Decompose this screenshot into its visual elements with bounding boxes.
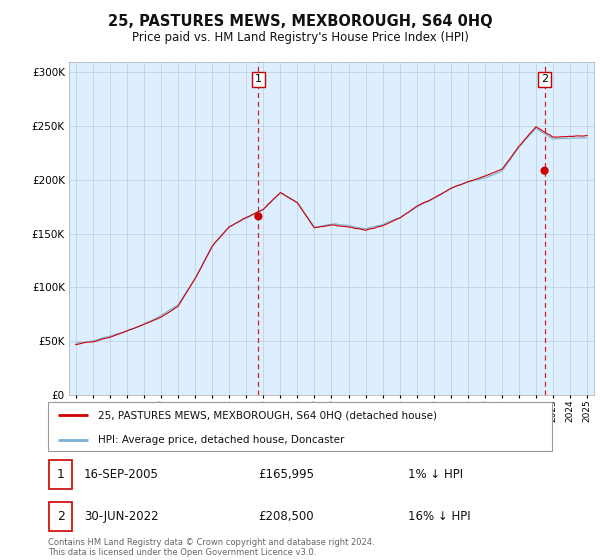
Text: 2: 2: [541, 74, 548, 85]
Text: Contains HM Land Registry data © Crown copyright and database right 2024.
This d: Contains HM Land Registry data © Crown c…: [48, 538, 374, 557]
Text: 1% ↓ HPI: 1% ↓ HPI: [408, 468, 463, 481]
Point: [540, 166, 550, 175]
Text: £208,500: £208,500: [258, 510, 314, 523]
Text: HPI: Average price, detached house, Doncaster: HPI: Average price, detached house, Donc…: [98, 435, 345, 445]
Text: 1: 1: [255, 74, 262, 85]
Text: 16-SEP-2005: 16-SEP-2005: [84, 468, 159, 481]
Text: 30-JUN-2022: 30-JUN-2022: [84, 510, 158, 523]
Text: 25, PASTURES MEWS, MEXBOROUGH, S64 0HQ (detached house): 25, PASTURES MEWS, MEXBOROUGH, S64 0HQ (…: [98, 410, 437, 421]
Text: 25, PASTURES MEWS, MEXBOROUGH, S64 0HQ: 25, PASTURES MEWS, MEXBOROUGH, S64 0HQ: [107, 14, 493, 29]
Text: 16% ↓ HPI: 16% ↓ HPI: [408, 510, 470, 523]
Text: £165,995: £165,995: [258, 468, 314, 481]
Text: 2: 2: [56, 510, 65, 523]
Text: Price paid vs. HM Land Registry's House Price Index (HPI): Price paid vs. HM Land Registry's House …: [131, 31, 469, 44]
Bar: [49, 460, 72, 489]
Text: 1: 1: [56, 468, 65, 481]
Point: [254, 212, 263, 221]
Bar: [49, 502, 72, 531]
